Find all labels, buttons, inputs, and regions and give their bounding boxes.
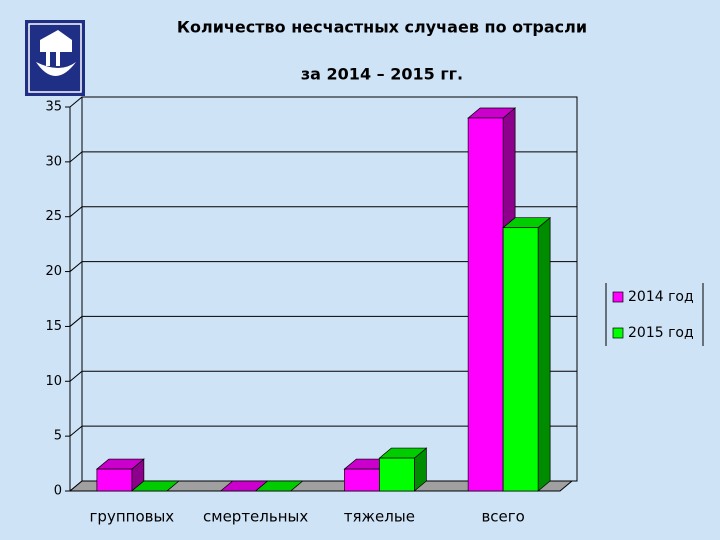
x-tick-label: групповых	[90, 508, 175, 526]
grid-line	[69, 206, 577, 218]
chart-subtitle: за 2014 – 2015 гг.	[301, 65, 463, 84]
legend-swatch	[612, 327, 624, 339]
y-tick-label: 0	[54, 484, 62, 499]
logo	[25, 20, 85, 96]
bar-group	[95, 458, 145, 492]
y-tick-label: 10	[45, 374, 62, 389]
bar	[96, 468, 133, 492]
y-tick-label: 5	[54, 429, 62, 444]
y-tick-label: 30	[45, 154, 62, 169]
bar-top	[254, 480, 304, 492]
grid-line	[69, 151, 577, 163]
bar-group	[378, 447, 428, 492]
bar-group	[254, 480, 304, 492]
bar	[467, 117, 504, 492]
legend-label: 2015 год	[628, 325, 694, 341]
bar-group	[502, 216, 552, 492]
grid-line	[69, 425, 577, 437]
grid-line	[69, 315, 577, 327]
legend-label: 2014 год	[628, 289, 694, 305]
x-tick-label: смертельных	[203, 508, 308, 526]
bar	[379, 457, 415, 492]
x-tick-label: тяжелые	[344, 508, 415, 526]
y-tick-label: 15	[45, 319, 62, 334]
x-tick-label: всего	[481, 508, 524, 526]
y-tick-label: 25	[45, 209, 62, 224]
grid-line	[69, 96, 577, 108]
bar-group	[130, 480, 180, 492]
bar	[344, 468, 380, 492]
bar	[502, 227, 539, 492]
chart-title: Количество несчастных случаев по отрасли	[177, 18, 587, 37]
legend-swatch	[612, 291, 624, 303]
y-tick-label: 20	[45, 264, 62, 279]
bar-top	[130, 480, 180, 492]
bar-side	[537, 216, 551, 492]
grid-line	[69, 370, 577, 382]
legend: 2014 год 2015 год	[605, 283, 704, 346]
y-tick-label: 35	[45, 100, 62, 115]
grid-line	[69, 261, 577, 272]
